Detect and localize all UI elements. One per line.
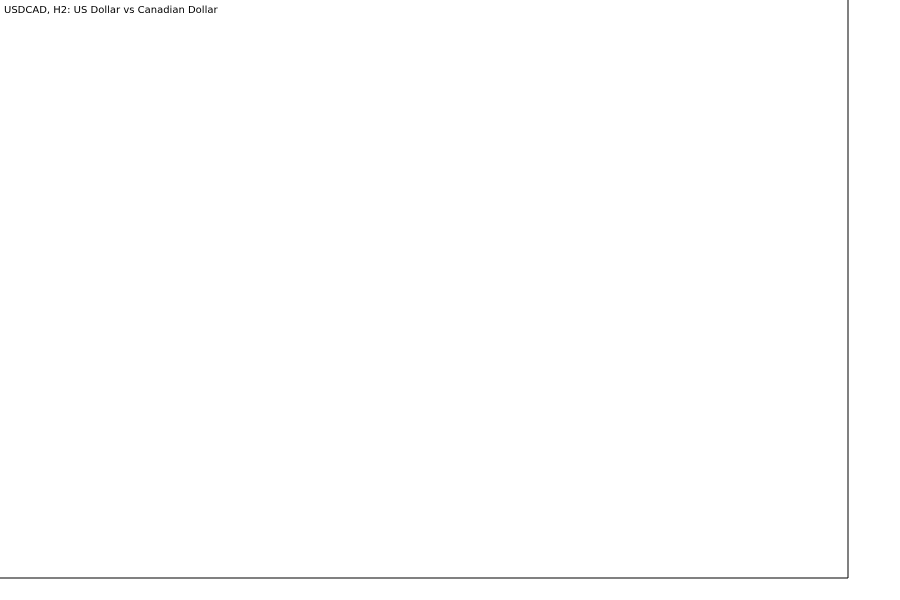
chart-title: USDCAD, H2: US Dollar vs Canadian Dollar — [4, 5, 218, 16]
